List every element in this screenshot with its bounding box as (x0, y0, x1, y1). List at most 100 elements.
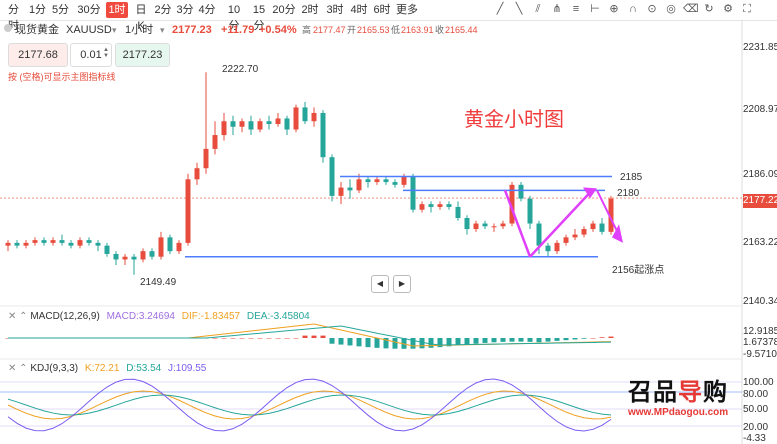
price-axis-label: 2140.34 (743, 296, 777, 307)
arrow-up-segment (529, 189, 593, 258)
macd-bar (437, 338, 443, 348)
candle-body (50, 240, 56, 243)
channel-icon[interactable]: ⫽ (535, 3, 541, 15)
candle-body (590, 223, 596, 230)
candle-body (167, 237, 173, 252)
chevron-down-icon[interactable]: ▾ (112, 25, 117, 35)
pitchfork-icon[interactable]: ⋔ (552, 3, 562, 15)
macd-bar (257, 338, 263, 339)
interval-label[interactable]: 1小时 (125, 24, 154, 36)
price-change: +11.79 (221, 24, 255, 36)
candle-body (86, 240, 92, 243)
tab-timeframe-13[interactable]: 3时 (326, 4, 344, 16)
macd-bar (608, 336, 614, 338)
visible-icon[interactable]: ◎ (666, 3, 676, 15)
lock-icon[interactable]: ⊙ (647, 3, 657, 15)
candle-body (311, 112, 317, 122)
quantity-stepper[interactable]: ▲ ▼ (103, 47, 109, 59)
tab-timeframe-6[interactable]: 2分 (154, 4, 172, 16)
tab-timeframe-16[interactable]: 更多 (396, 4, 418, 16)
logo-glyph-2: 导 (678, 378, 703, 406)
ray-icon[interactable]: ╲ (515, 3, 523, 15)
candle-body (32, 240, 38, 243)
candle-body (455, 206, 461, 218)
candle-body (140, 251, 146, 260)
tab-timeframe-4[interactable]: 1时 (106, 2, 128, 18)
sell-price-button[interactable]: 2177.68 (8, 43, 68, 67)
symbol-code[interactable]: XAUUSD (66, 24, 112, 36)
candle-body (392, 182, 398, 185)
tab-timeframe-3[interactable]: 30分 (77, 4, 101, 16)
macd-bar (455, 338, 461, 346)
j-value: J:109.55 (168, 363, 207, 374)
scroll-left-button[interactable]: ◀ (371, 275, 389, 293)
candle-body (302, 107, 308, 122)
quantity-input[interactable]: 0.01 (70, 43, 112, 67)
macd-bar (158, 338, 164, 339)
zoom-icon[interactable]: ⊕ (609, 3, 619, 15)
close-icon[interactable]: ✕ (8, 311, 17, 322)
candle-body (356, 179, 362, 191)
logo-glyph-1: 召品 (628, 378, 678, 406)
macd-bar (203, 338, 209, 339)
tab-timeframe-15[interactable]: 6时 (373, 4, 391, 16)
tab-timeframe-1[interactable]: 1分 (28, 4, 47, 16)
open-label: 开 (347, 25, 357, 35)
tab-timeframe-7[interactable]: 3分 (176, 4, 194, 16)
kdj-header: ✕ ⌃ KDJ(9,3,3) K:72.21 D:53.54 J:109.55 (8, 363, 206, 374)
tab-timeframe-12[interactable]: 2时 (301, 4, 319, 16)
macd-bar (122, 338, 128, 339)
symbol-name[interactable]: 现货黄金 (15, 24, 59, 36)
tab-timeframe-2[interactable]: 5分 (51, 4, 70, 16)
tab-timeframe-5[interactable]: 日K (135, 4, 147, 32)
fullscreen-icon[interactable]: ⛶ (743, 3, 751, 15)
candle-body (221, 121, 227, 136)
candle-body (284, 118, 290, 130)
favorite-icon[interactable] (3, 22, 13, 38)
tab-timeframe-10[interactable]: 15分 (252, 4, 266, 32)
magnet-icon[interactable]: ∩ (629, 3, 637, 15)
settings-icon[interactable]: ⚙ (723, 3, 733, 15)
price-axis-label: 2186.09 (743, 169, 777, 180)
k-value: K:72.21 (84, 363, 120, 374)
macd-bar (5, 338, 11, 339)
macd-bar (266, 338, 272, 339)
draw-line-icon[interactable]: ╱ (496, 3, 504, 15)
candle-body (482, 223, 488, 227)
close-icon[interactable]: ✕ (8, 363, 17, 374)
macd-bar (554, 338, 560, 341)
macd-value: MACD:3.24694 (106, 311, 175, 322)
macd-bar (401, 338, 407, 349)
candle-body (464, 217, 470, 230)
collapse-icon[interactable]: ⌃ (19, 363, 28, 374)
candle-body (203, 148, 209, 169)
fib-icon[interactable]: ≡ (572, 3, 580, 15)
macd-bar (140, 338, 146, 339)
macd-axis-label: 1.67378 (743, 337, 777, 348)
macd-bar (563, 338, 569, 341)
delete-icon[interactable]: ⌫ (683, 3, 699, 15)
candle-body (230, 121, 236, 127)
collapse-icon[interactable]: ⌃ (19, 311, 28, 322)
rotate-icon[interactable]: ↻ (704, 3, 714, 15)
buy-price-button[interactable]: 2177.23 (115, 43, 170, 67)
tab-timeframe-0[interactable]: 分时 (8, 4, 19, 32)
measure-icon[interactable]: ⊢ (590, 3, 600, 15)
macd-bar (392, 338, 398, 349)
candle-body (518, 184, 524, 199)
timeframe-toolbar: 分时 1分 5分 30分 1时 日K 2分 3分 4分 10分 15分 20分 2时 3时 4时 6时 更多 ╱ ╲… (0, 0, 777, 32)
tab-timeframe-9[interactable]: 10分 (227, 4, 241, 32)
tab-timeframe-8[interactable]: 4分 (198, 4, 216, 16)
macd-bar (212, 338, 218, 339)
macd-axis-label: 12.91859 (743, 326, 777, 337)
interval-chevron-icon[interactable]: ▾ (160, 25, 165, 35)
high-annotation: 2222.70 (222, 64, 259, 75)
candle-body (581, 229, 587, 235)
candle-body (113, 253, 119, 260)
macd-bar (167, 338, 173, 339)
candle-body (527, 198, 533, 224)
scroll-right-button[interactable]: ▶ (393, 275, 411, 293)
tab-timeframe-14[interactable]: 4时 (350, 4, 368, 16)
tab-timeframe-11[interactable]: 20分 (272, 4, 296, 16)
high-value: 2177.47 (313, 25, 346, 35)
